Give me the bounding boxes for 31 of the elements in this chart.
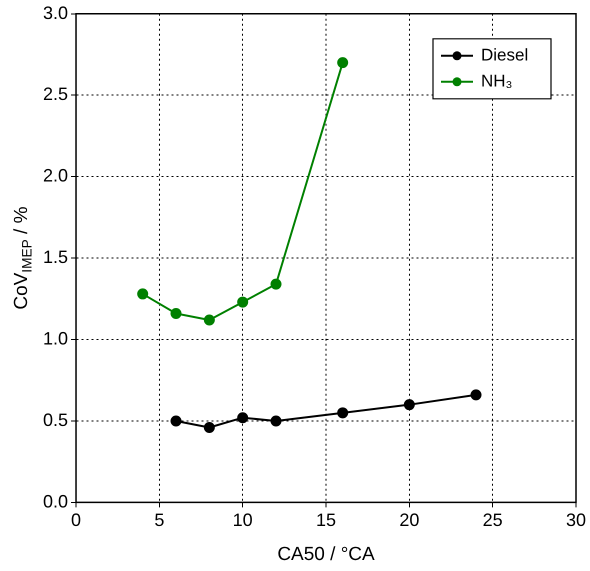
point	[170, 308, 182, 319]
y-tick-label: 1.5	[42, 247, 68, 268]
y-tick-label: 2.5	[42, 84, 68, 104]
point	[470, 389, 482, 400]
y-tick-label: 1.0	[42, 328, 68, 348]
x-tick-label: 0	[71, 510, 82, 530]
point	[137, 288, 148, 300]
x-tick-label: 10	[232, 510, 253, 530]
x-tick-label: 5	[154, 510, 164, 530]
point	[270, 415, 282, 426]
point	[337, 407, 348, 418]
point	[170, 415, 182, 426]
y-axis-title: CoVIMEP / %	[11, 206, 34, 310]
y-tick-label: 0.0	[42, 491, 68, 512]
point	[237, 296, 248, 308]
point	[270, 278, 282, 290]
point	[204, 314, 215, 326]
x-tick-label: 15	[316, 510, 336, 530]
x-axis-title: CA50 / °CA	[277, 544, 376, 566]
y-tick-label: 0.5	[42, 410, 68, 430]
y-tick-label: 3.0	[42, 2, 68, 23]
point	[237, 412, 248, 424]
legend-label: NH₃	[481, 71, 512, 90]
y-tick-label: 2.0	[42, 166, 68, 186]
point	[404, 399, 415, 410]
point	[204, 422, 215, 433]
x-tick-label: 30	[566, 510, 586, 530]
x-tick-label: 25	[482, 510, 503, 530]
x-tick-label: 20	[399, 510, 420, 530]
point	[337, 57, 348, 68]
legend-label: Diesel	[481, 45, 528, 64]
